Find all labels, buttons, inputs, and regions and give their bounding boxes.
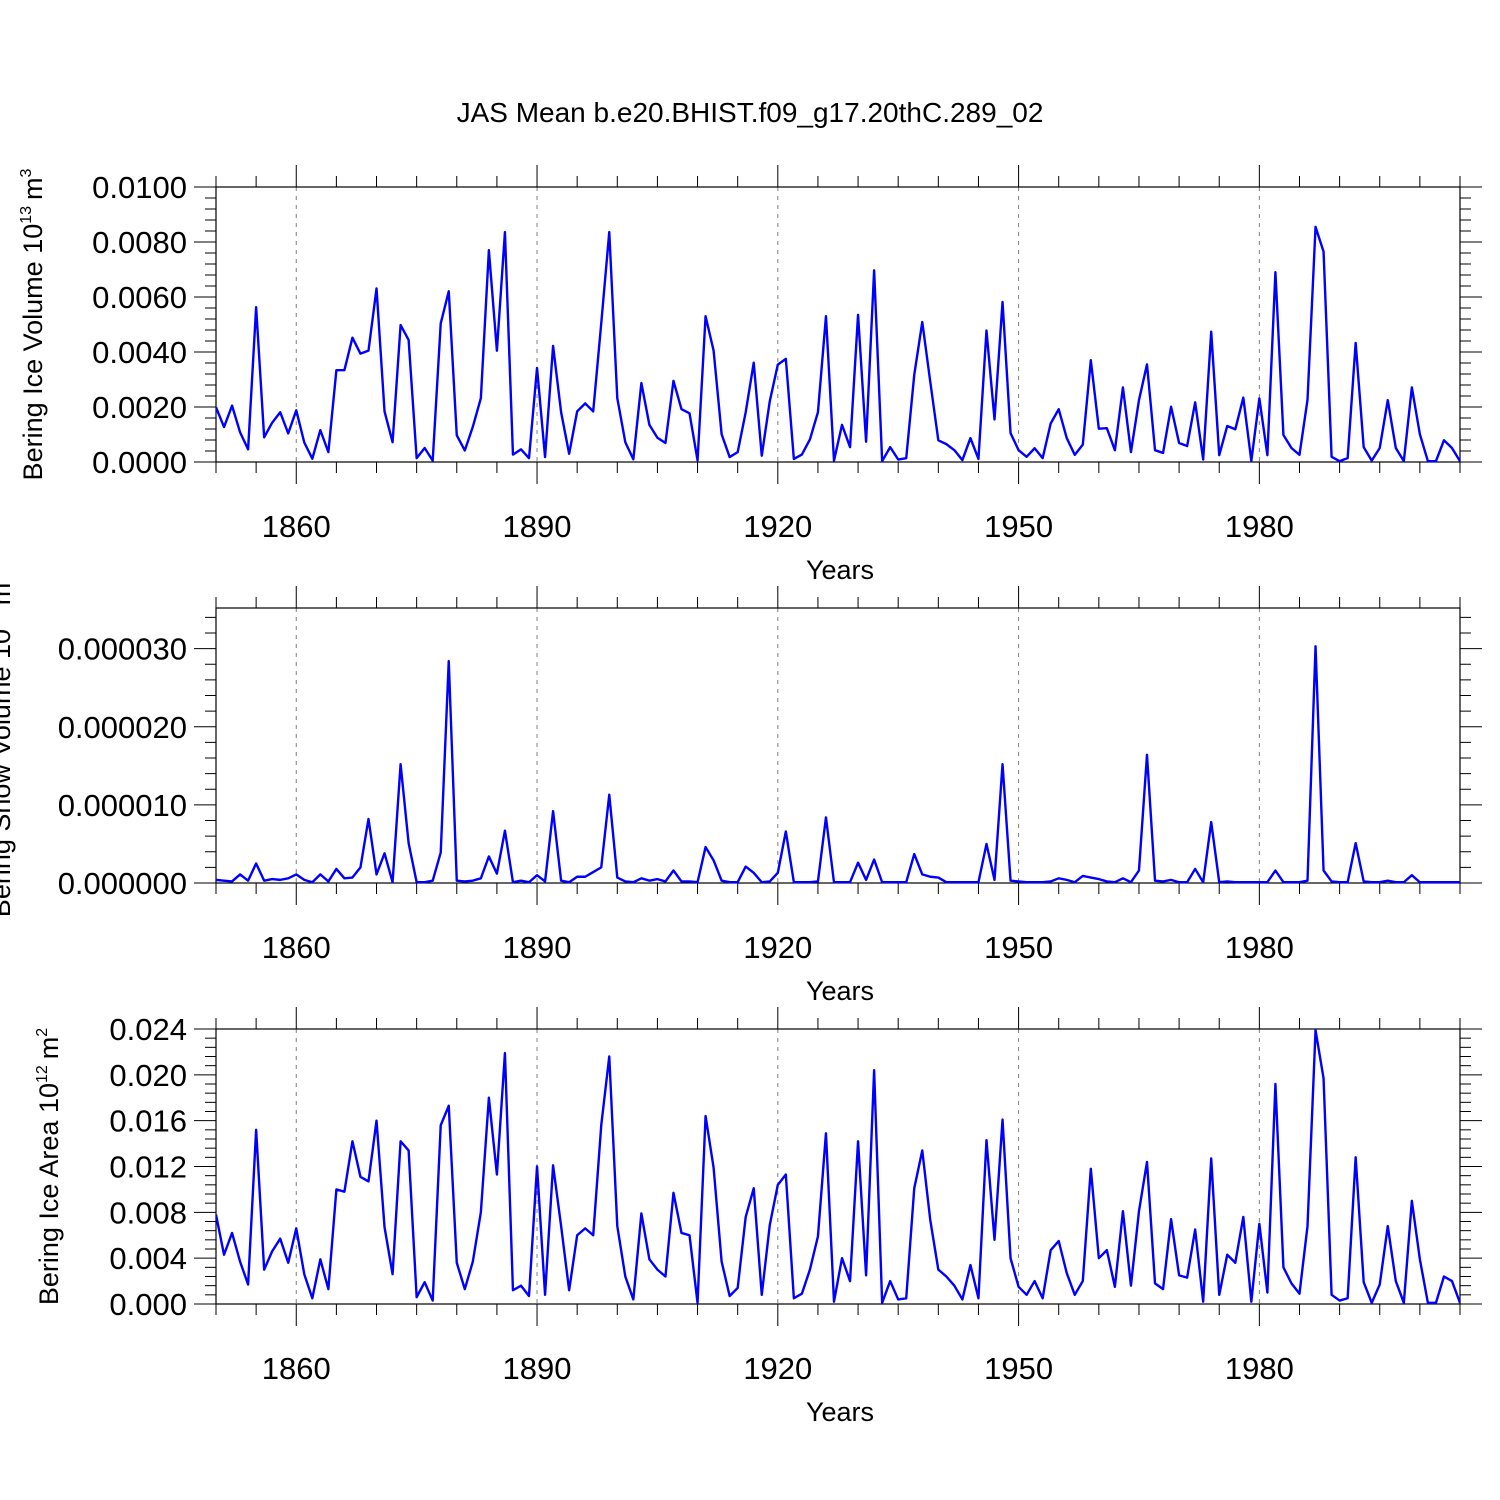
x-tick-label: 1950	[984, 1351, 1053, 1386]
y-axis-label: Bering Snow Volume 1013 m3	[0, 574, 16, 917]
chart-panel-2: 1860 1890 1920 1950 1980 0.000000 0.000010 0.00…	[0, 574, 1482, 1006]
plot-frame	[215, 186, 1461, 463]
y-axis-label: Bering Ice Area 1012 m2	[34, 1028, 64, 1305]
x-tick-label: 1860	[262, 509, 331, 544]
panels: 1860 1890 1920 1950 1980 0.0000 0.0020 0.0040 0.…	[0, 165, 1482, 1427]
x-tick-label: 1890	[503, 509, 572, 544]
y-tick-label: 0.020	[109, 1058, 187, 1093]
y-axis-label-unit: m	[18, 177, 48, 200]
y-tick-label: 0.000000	[58, 866, 187, 901]
chart-panel-3: 1860 1890 1920 1950 1980 0.000 0.004 0.008 0.012…	[34, 1007, 1482, 1427]
y-axis-label-unit-exponent: 2	[34, 1028, 51, 1037]
x-tick-label: 1980	[1225, 930, 1294, 965]
y-axis-label-unit-exponent: 3	[0, 574, 3, 583]
data-series-line	[216, 225, 1460, 463]
y-tick-label: 0.024	[109, 1012, 187, 1047]
y-tick-label: 0.0100	[92, 170, 187, 205]
y-axis-label-exponent: 13	[18, 206, 35, 224]
y-tick-label: 0.0040	[92, 335, 187, 370]
y-tick-label: 0.0020	[92, 390, 187, 425]
x-tick-label: 1950	[984, 930, 1053, 965]
data-series-line	[216, 1028, 1460, 1305]
y-axis-label-unit-exponent: 3	[18, 168, 35, 177]
y-axis-label-text: Bering Ice Volume 10	[18, 224, 48, 481]
x-axis-label: Years	[806, 1397, 874, 1427]
y-tick-label: 0.000	[109, 1287, 187, 1322]
y-axis-label-unit: m	[34, 1037, 64, 1060]
y-tick-label: 0.000020	[58, 710, 187, 745]
data-series-line	[216, 645, 1460, 884]
x-tick-label: 1980	[1225, 1351, 1294, 1386]
x-tick-label: 1920	[743, 509, 812, 544]
x-tick-label: 1860	[262, 1351, 331, 1386]
y-tick-label: 0.012	[109, 1150, 187, 1185]
x-tick-label: 1980	[1225, 509, 1294, 544]
y-axis-label-text: Bering Ice Area 10	[34, 1083, 64, 1305]
x-axis-label: Years	[806, 555, 874, 585]
x-tick-label: 1920	[743, 1351, 812, 1386]
y-tick-label: 0.004	[109, 1241, 187, 1276]
y-axis-label-exponent: 13	[0, 611, 3, 629]
x-tick-label: 1890	[503, 930, 572, 965]
x-axis-label: Years	[806, 976, 874, 1006]
y-tick-label: 0.0060	[92, 280, 187, 315]
y-axis-label-text: Bering Snow Volume 10	[0, 629, 16, 917]
y-axis-label-unit: m	[0, 583, 16, 606]
x-tick-label: 1890	[503, 1351, 572, 1386]
y-tick-label: 0.000030	[58, 632, 187, 667]
y-tick-label: 0.0000	[92, 445, 187, 480]
x-tick-label: 1950	[984, 509, 1053, 544]
chart-title: JAS Mean b.e20.BHIST.f09_g17.20thC.289_0…	[457, 97, 1044, 128]
x-tick-label: 1920	[743, 930, 812, 965]
y-tick-label: 0.008	[109, 1195, 187, 1230]
y-tick-label: 0.0080	[92, 225, 187, 260]
y-tick-label: 0.000010	[58, 788, 187, 823]
x-tick-label: 1860	[262, 930, 331, 965]
y-axis-label-exponent: 12	[34, 1065, 51, 1083]
chart-panel-1: 1860 1890 1920 1950 1980 0.0000 0.0020 0.0040 0.…	[18, 165, 1482, 585]
y-axis-label: Bering Ice Volume 1013 m3	[18, 168, 48, 480]
plot-frame	[215, 607, 1461, 884]
y-tick-label: 0.016	[109, 1104, 187, 1139]
